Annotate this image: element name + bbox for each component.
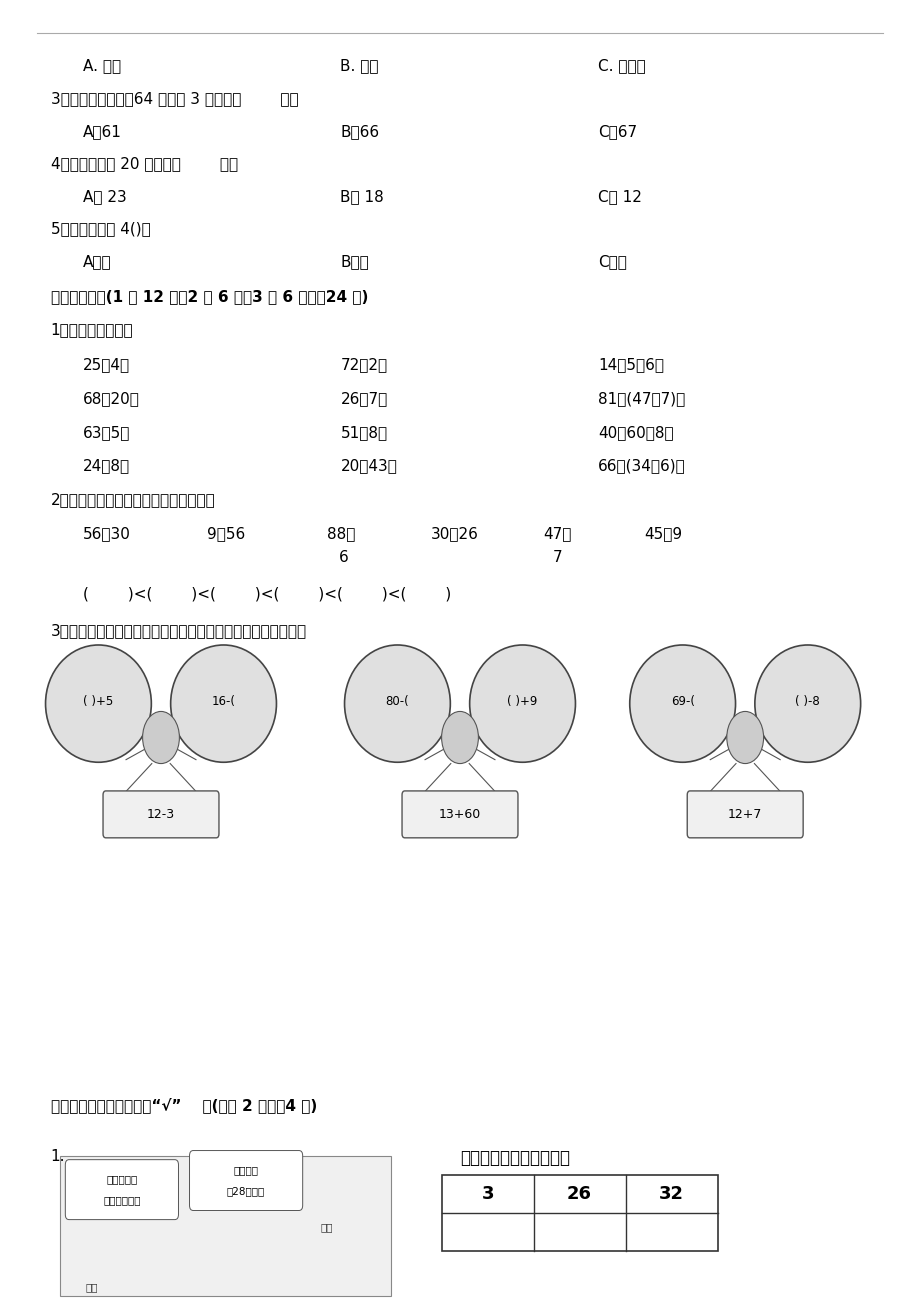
Ellipse shape	[470, 645, 575, 762]
FancyBboxPatch shape	[65, 1160, 178, 1220]
Text: C．67: C．67	[597, 124, 637, 139]
Text: 四、我会算。(1 题 12 分，2 题 6 分，3 题 6 分，全24 分): 四、我会算。(1 题 12 分，2 题 6 分，3 题 6 分，全24 分)	[51, 289, 368, 305]
Ellipse shape	[45, 645, 151, 762]
Circle shape	[441, 711, 478, 764]
Text: 63－5＝: 63－5＝	[83, 425, 130, 440]
Text: 9＋56: 9＋56	[207, 526, 245, 542]
FancyBboxPatch shape	[103, 791, 219, 838]
Text: 妈妈: 妈妈	[320, 1222, 333, 1233]
Text: 45－9: 45－9	[643, 526, 681, 542]
Circle shape	[142, 711, 179, 764]
Bar	[60, 1156, 391, 1296]
Text: 72－2＝: 72－2＝	[340, 357, 387, 373]
Text: 16-(: 16-(	[211, 694, 235, 708]
Text: ( )+5: ( )+5	[84, 694, 113, 708]
Text: B. 十位: B. 十位	[340, 59, 379, 74]
Text: 26＋7＝: 26＋7＝	[340, 391, 387, 407]
Ellipse shape	[754, 645, 860, 762]
Text: 32: 32	[658, 1186, 684, 1203]
Text: A. 个位: A. 个位	[83, 59, 120, 74]
Text: 和和可能钓了多少条鱼？: 和和可能钓了多少条鱼？	[460, 1149, 570, 1167]
Text: 我钓的鱼比: 我钓的鱼比	[107, 1174, 137, 1184]
Text: C．分: C．分	[597, 254, 626, 270]
Text: 26: 26	[566, 1186, 592, 1203]
Text: (        )<(        )<(        )<(        )<(        )<(        ): ( )<( )<( )<( )<( )<( )	[83, 586, 450, 602]
Text: 3．下面每组中各算式的得数相同，你能填出括号里面的数吗？: 3．下面每组中各算式的得数相同，你能填出括号里面的数吗？	[51, 623, 306, 638]
Text: 5．一瓶牛奶卖 4()。: 5．一瓶牛奶卖 4()。	[51, 222, 150, 237]
Ellipse shape	[171, 645, 277, 762]
Text: 1.: 1.	[51, 1149, 65, 1165]
Bar	[441, 1175, 717, 1251]
Text: 7: 7	[552, 550, 562, 566]
Text: 妈妈少一些。: 妈妈少一些。	[103, 1195, 141, 1205]
Text: 和和: 和和	[85, 1282, 98, 1293]
Ellipse shape	[345, 645, 450, 762]
Text: 51－8＝: 51－8＝	[340, 425, 387, 440]
Text: 20＋43＝: 20＋43＝	[340, 459, 397, 474]
Text: 88－: 88－	[326, 526, 355, 542]
Ellipse shape	[629, 645, 735, 762]
Text: B．66: B．66	[340, 124, 380, 139]
Text: 3．一个一个地数，64 后面第 3 个数是（        ）。: 3．一个一个地数，64 后面第 3 个数是（ ）。	[51, 91, 298, 107]
Text: 30＋26: 30＋26	[430, 526, 478, 542]
Text: B．元: B．元	[340, 254, 369, 270]
Text: 47－: 47－	[542, 526, 571, 542]
Text: 了28条鱼。: 了28条鱼。	[227, 1186, 265, 1196]
Text: 1．直接写出得数。: 1．直接写出得数。	[51, 322, 133, 337]
Text: 五、在合适的答案下面画“√”    。(每题 2 分，八4 分): 五、在合适的答案下面画“√” 。(每题 2 分，八4 分)	[51, 1097, 316, 1113]
Text: 25＋4＝: 25＋4＝	[83, 357, 130, 373]
Text: 40＋60－8＝: 40＋60－8＝	[597, 425, 673, 440]
Text: ( )+9: ( )+9	[506, 694, 538, 708]
Text: 66－(34＋6)＝: 66－(34＋6)＝	[597, 459, 685, 474]
Text: 81－(47－7)＝: 81－(47－7)＝	[597, 391, 685, 407]
Text: A．61: A．61	[83, 124, 121, 139]
FancyBboxPatch shape	[686, 791, 802, 838]
Text: B． 18: B． 18	[340, 189, 384, 205]
Text: 4．下面最接近 20 的数是（        ）。: 4．下面最接近 20 的数是（ ）。	[51, 156, 237, 172]
FancyBboxPatch shape	[402, 791, 517, 838]
Text: 12+7: 12+7	[727, 808, 762, 821]
Text: 68－20＝: 68－20＝	[83, 391, 140, 407]
Text: 24＋8＝: 24＋8＝	[83, 459, 130, 474]
Text: 我今天钓: 我今天钓	[233, 1165, 258, 1175]
Text: 13+60: 13+60	[438, 808, 481, 821]
Text: 6: 6	[338, 550, 348, 566]
FancyBboxPatch shape	[189, 1151, 302, 1210]
Text: A． 23: A． 23	[83, 189, 127, 205]
Text: 2．把下面的算式按得数从小到大排列。: 2．把下面的算式按得数从小到大排列。	[51, 493, 215, 508]
Text: 56－30: 56－30	[83, 526, 130, 542]
Text: C. 最高位: C. 最高位	[597, 59, 645, 74]
Text: C． 12: C． 12	[597, 189, 641, 205]
Text: ( )-8: ( )-8	[795, 694, 819, 708]
Text: 12-3: 12-3	[147, 808, 175, 821]
Circle shape	[726, 711, 763, 764]
Text: 14－5－6＝: 14－5－6＝	[597, 357, 664, 373]
Text: 69-(: 69-(	[670, 694, 694, 708]
Text: 3: 3	[481, 1186, 494, 1203]
Text: A．角: A．角	[83, 254, 111, 270]
Text: 80-(: 80-(	[385, 694, 409, 708]
